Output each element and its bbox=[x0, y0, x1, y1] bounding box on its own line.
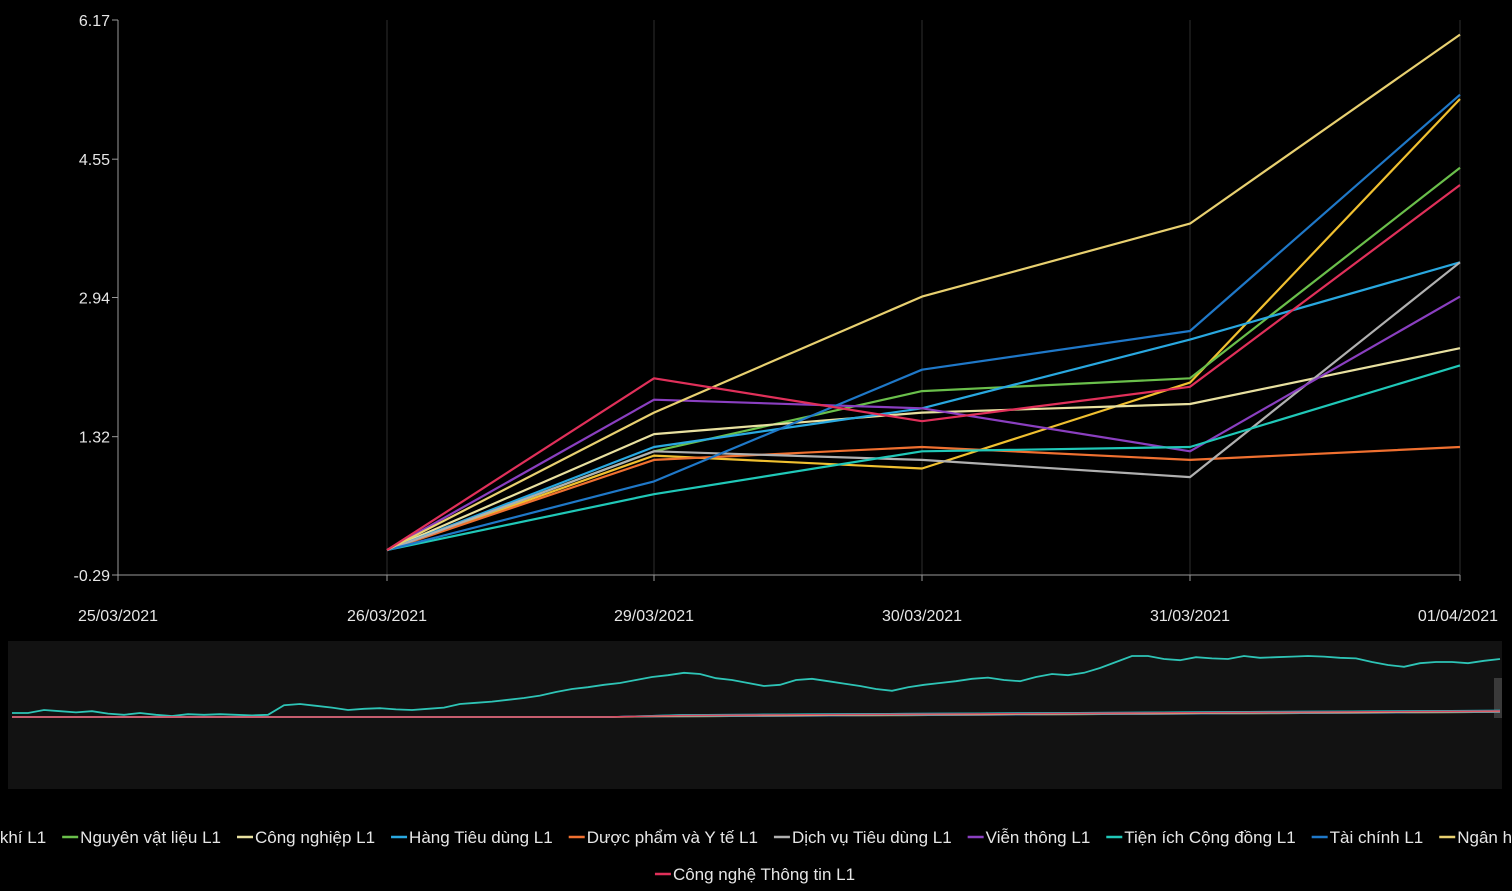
x-tick-label: 01/04/2021 bbox=[1418, 608, 1498, 625]
navigator-series bbox=[12, 710, 1501, 718]
series-line bbox=[386, 33, 1461, 552]
series-line bbox=[386, 347, 1461, 552]
axis-layer: 6.17 4.55 2.94 1.32 -0.29 25/03/2021 26/03/202… bbox=[74, 13, 1499, 625]
legend-label: Hàng Tiêu dùng L1 bbox=[409, 828, 553, 847]
legend-label: Tiện ích Cộng đồng L1 bbox=[1124, 828, 1295, 847]
legend-label: Ngân hàng L1 bbox=[1457, 828, 1512, 847]
legend-label: Nguyên vật liệu L1 bbox=[80, 828, 221, 847]
x-tick-label: 25/03/2021 bbox=[78, 608, 158, 625]
y-tick-label: -0.29 bbox=[74, 568, 111, 585]
y-tick-label: 1.32 bbox=[79, 430, 110, 447]
series-line bbox=[386, 364, 1461, 552]
legend-item[interactable]: Dược phẩm và Y tế L1 bbox=[568, 828, 758, 847]
legend-label: Dịch vụ Tiêu dùng L1 bbox=[792, 828, 952, 847]
legend-label: Viễn thông L1 bbox=[986, 828, 1091, 847]
y-tick-label: 4.55 bbox=[79, 152, 110, 169]
navigator-main-series bbox=[12, 655, 1501, 717]
x-tick-label: 31/03/2021 bbox=[1150, 608, 1230, 625]
x-tick-label: 29/03/2021 bbox=[614, 608, 694, 625]
legend-item[interactable]: Hàng Tiêu dùng L1 bbox=[391, 828, 553, 847]
legend-label: Dược phẩm và Y tế L1 bbox=[587, 828, 758, 847]
legend-item[interactable]: Nguyên vật liệu L1 bbox=[62, 828, 221, 847]
series-line bbox=[386, 98, 1461, 552]
series-line bbox=[386, 445, 1461, 552]
navigator-handle[interactable] bbox=[1494, 678, 1502, 718]
legend-item[interactable]: Viễn thông L1 bbox=[967, 828, 1091, 847]
legend-item[interactable]: Dầu khí L1 bbox=[0, 828, 46, 847]
legend-item[interactable]: Dịch vụ Tiêu dùng L1 bbox=[773, 828, 952, 847]
legend-item[interactable]: Công nghiệp L1 bbox=[237, 828, 375, 847]
series-line bbox=[386, 261, 1461, 552]
legend[interactable]: Dầu khí L1 Nguyên vật liệu L1 Công nghiệp … bbox=[0, 828, 1512, 884]
x-tick-label: 30/03/2021 bbox=[882, 608, 962, 625]
legend-label: Công nghệ Thông tin L1 bbox=[673, 865, 855, 884]
legend-item[interactable]: Công nghệ Thông tin L1 bbox=[654, 865, 855, 884]
series-line bbox=[386, 93, 1461, 552]
x-tick-label: 26/03/2021 bbox=[347, 608, 427, 625]
legend-label: Dầu khí L1 bbox=[0, 828, 46, 847]
legend-item[interactable]: Tài chính L1 bbox=[1311, 828, 1424, 847]
grid-layer bbox=[117, 20, 1461, 575]
series-line bbox=[386, 184, 1461, 552]
legend-item[interactable]: Tiện ích Cộng đồng L1 bbox=[1106, 828, 1296, 847]
y-tick-label: 2.94 bbox=[79, 291, 110, 308]
series-line bbox=[386, 295, 1461, 552]
y-tick-label: 6.17 bbox=[79, 13, 110, 30]
navigator[interactable] bbox=[8, 641, 1502, 789]
series-layer bbox=[386, 33, 1461, 552]
legend-item[interactable]: Ngân hàng L1 bbox=[1439, 828, 1512, 847]
legend-label: Công nghiệp L1 bbox=[255, 828, 375, 847]
legend-label: Tài chính L1 bbox=[1330, 828, 1424, 847]
